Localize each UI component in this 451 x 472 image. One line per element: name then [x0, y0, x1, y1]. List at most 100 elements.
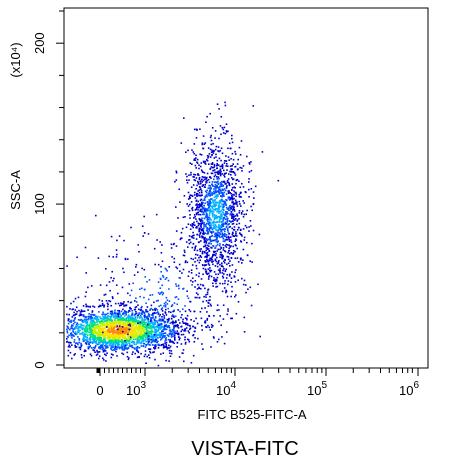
event-dot	[217, 183, 220, 185]
event-dot	[97, 318, 99, 321]
event-dot	[114, 340, 117, 342]
event-dot	[100, 328, 102, 330]
event-dot	[141, 320, 143, 323]
event-dot	[123, 344, 125, 346]
event-dot	[118, 330, 120, 332]
event-dot	[210, 163, 213, 165]
event-dot	[202, 160, 205, 163]
event-dot	[89, 329, 92, 332]
event-dot	[210, 259, 212, 261]
event-dot	[174, 315, 177, 318]
y-tick-label: 200	[32, 32, 47, 54]
event-dot	[220, 246, 222, 249]
event-dot	[169, 339, 171, 341]
event-dot	[208, 194, 211, 197]
event-dot	[175, 266, 177, 268]
event-dot	[154, 309, 156, 312]
event-dot	[189, 310, 192, 313]
event-dot	[133, 331, 135, 334]
event-dot	[194, 257, 197, 259]
event-dot	[112, 280, 114, 282]
event-dot	[134, 313, 137, 315]
event-dot	[145, 324, 148, 326]
event-dot	[147, 335, 150, 337]
event-dot	[242, 259, 244, 261]
event-dot	[195, 154, 197, 156]
event-dot	[131, 316, 133, 318]
event-dot	[177, 327, 180, 329]
event-dot	[157, 312, 160, 315]
event-dot	[161, 337, 164, 339]
event-dot	[139, 325, 142, 327]
event-dot	[221, 127, 224, 129]
event-dot	[116, 253, 118, 256]
event-dot	[207, 248, 210, 250]
event-dot	[233, 216, 235, 218]
event-dot	[88, 337, 91, 340]
event-dot	[147, 318, 149, 320]
event-dot	[213, 218, 216, 221]
event-dot	[93, 340, 95, 342]
event-dot	[189, 224, 192, 226]
event-dot	[224, 280, 226, 282]
event-dot	[203, 238, 205, 241]
event-dot	[222, 222, 224, 225]
event-dot	[77, 331, 79, 333]
event-dot	[149, 352, 152, 354]
event-dot	[235, 179, 238, 182]
event-dot	[91, 330, 93, 332]
event-dot	[261, 151, 264, 153]
event-dot	[84, 315, 86, 318]
event-dot	[82, 327, 84, 329]
event-dot	[111, 310, 114, 313]
event-dot	[203, 209, 206, 211]
event-dot	[171, 304, 174, 306]
event-dot	[110, 335, 113, 338]
event-dot	[180, 231, 183, 234]
event-dot	[176, 330, 179, 332]
event-dot	[186, 261, 189, 264]
event-dot	[219, 254, 222, 256]
event-dot	[128, 340, 131, 342]
event-dot	[242, 216, 245, 218]
event-dot	[121, 330, 124, 333]
event-dot	[217, 189, 220, 192]
event-dot	[163, 324, 166, 327]
event-dot	[165, 337, 167, 339]
event-dot	[77, 327, 80, 330]
event-dot	[165, 324, 167, 326]
event-dot	[101, 328, 103, 330]
event-dot	[117, 292, 119, 295]
event-dot	[143, 355, 146, 358]
event-dot	[224, 200, 226, 203]
event-dot	[166, 321, 169, 324]
event-dot	[233, 194, 235, 196]
event-dot	[137, 330, 140, 333]
event-dot	[97, 332, 99, 334]
event-dot	[72, 308, 74, 310]
event-dot	[226, 221, 228, 223]
event-dot	[220, 192, 222, 194]
event-dot	[102, 311, 104, 314]
event-dot	[239, 154, 242, 156]
event-dot	[155, 213, 158, 216]
event-dot	[168, 333, 171, 335]
event-dot	[200, 169, 203, 171]
event-dot	[180, 237, 182, 240]
event-dot	[98, 325, 101, 328]
event-dot	[221, 173, 224, 175]
event-dot	[87, 346, 90, 348]
event-dot	[127, 317, 130, 319]
event-dot	[221, 235, 224, 238]
event-dot	[70, 335, 73, 337]
event-dot	[211, 205, 214, 208]
event-dot	[113, 326, 116, 328]
event-dot	[80, 310, 83, 313]
event-dot	[156, 335, 159, 337]
event-dot	[209, 156, 212, 158]
event-dot	[89, 353, 92, 355]
event-dot	[80, 342, 82, 345]
event-dot	[151, 317, 154, 319]
event-dot	[123, 334, 125, 336]
event-dot	[240, 258, 242, 261]
